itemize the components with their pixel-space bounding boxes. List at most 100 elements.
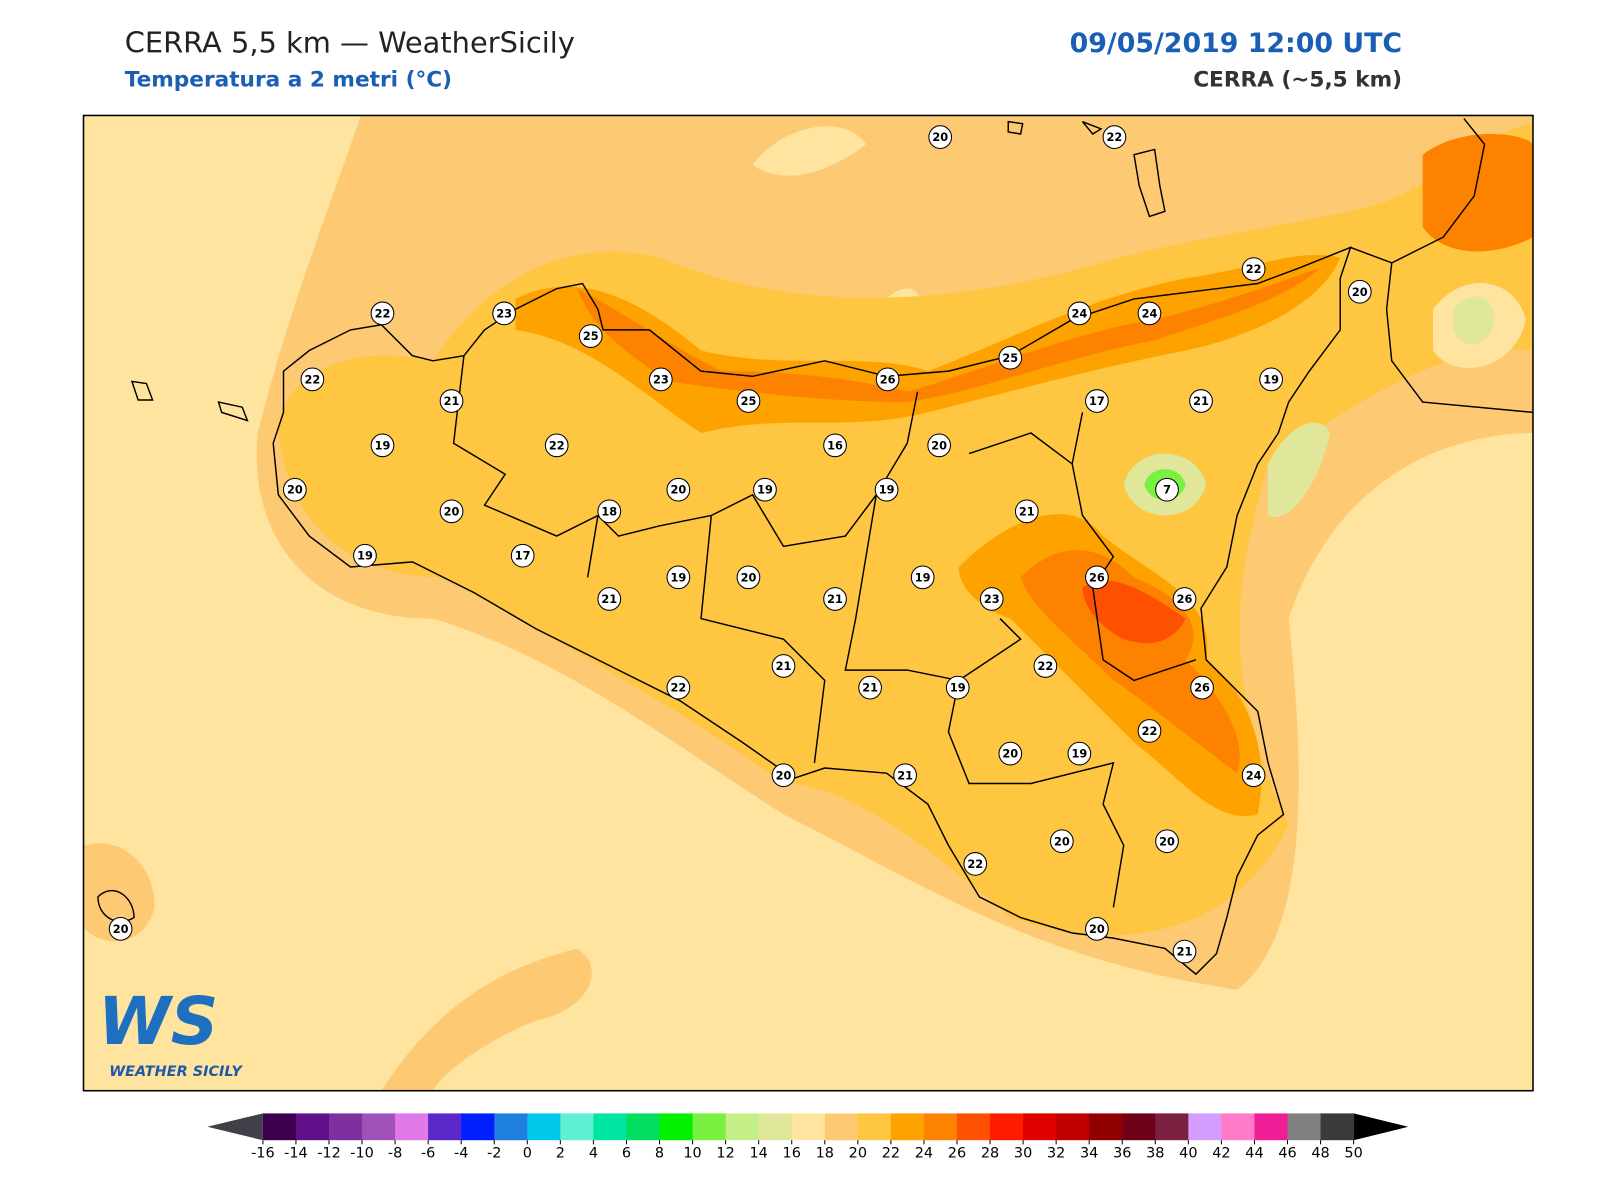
colorbar-bin bbox=[1122, 1113, 1156, 1141]
colorbar-tick-label: 16 bbox=[783, 1146, 801, 1162]
station-value: 19 bbox=[357, 549, 373, 563]
station-value: 22 bbox=[1142, 724, 1158, 738]
station-marker bbox=[510, 543, 535, 568]
colorbar-bin bbox=[890, 1113, 925, 1141]
station-marker bbox=[1190, 675, 1214, 700]
colorbar-bin bbox=[1254, 1113, 1289, 1141]
station-value: 26 bbox=[1089, 570, 1105, 584]
colorbar-tick-label: -12 bbox=[317, 1146, 341, 1162]
station-marker bbox=[1085, 917, 1109, 941]
station-value: 22 bbox=[967, 857, 983, 871]
station-marker bbox=[666, 477, 691, 502]
station-value: 20 bbox=[776, 768, 792, 782]
station-value: 22 bbox=[375, 306, 391, 320]
station-marker bbox=[874, 477, 899, 502]
station-marker bbox=[998, 345, 1023, 370]
station-value: 21 bbox=[776, 659, 792, 673]
station-marker bbox=[823, 433, 847, 458]
colorbar-bin bbox=[791, 1113, 826, 1141]
station-value: 25 bbox=[1002, 351, 1018, 365]
station-value: 19 bbox=[757, 483, 773, 497]
colorbar-tick-label: -16 bbox=[251, 1146, 275, 1162]
station-value: 19 bbox=[1263, 372, 1279, 386]
station-value: 24 bbox=[1142, 306, 1158, 320]
colorbar-over bbox=[1353, 1113, 1409, 1141]
station-marker bbox=[963, 852, 988, 876]
station-value: 22 bbox=[1246, 262, 1262, 276]
station-value: 25 bbox=[741, 394, 757, 408]
colorbar-tick-label: 10 bbox=[683, 1146, 701, 1162]
colorbar-tick-label: -14 bbox=[284, 1146, 308, 1162]
station-marker bbox=[666, 565, 691, 590]
station-value: 21 bbox=[1193, 394, 1209, 408]
station-marker bbox=[439, 389, 464, 413]
colorbar-tick-label: 26 bbox=[948, 1146, 966, 1162]
station-value: 21 bbox=[1019, 504, 1035, 518]
station-value: 22 bbox=[549, 438, 565, 452]
colorbar-tick-label: 8 bbox=[655, 1146, 664, 1162]
station-marker bbox=[1347, 279, 1372, 304]
colorbar-bin bbox=[824, 1113, 859, 1141]
station-marker bbox=[1085, 565, 1109, 590]
colorbar-tick-label: 34 bbox=[1080, 1146, 1098, 1162]
colorbar-tick-label: 46 bbox=[1278, 1146, 1296, 1162]
station-value: 20 bbox=[741, 570, 757, 584]
colorbar-bin bbox=[527, 1113, 561, 1141]
model: CERRA (~5,5 km) bbox=[1193, 67, 1402, 92]
colorbar-bin bbox=[990, 1113, 1024, 1141]
colorbar-tick-label: -10 bbox=[350, 1146, 374, 1162]
station-marker bbox=[370, 433, 395, 458]
station-marker bbox=[282, 477, 307, 502]
colorbar-tick-label: 36 bbox=[1113, 1146, 1131, 1162]
station-marker bbox=[1155, 829, 1179, 854]
station-value: 22 bbox=[1107, 130, 1123, 144]
station-marker bbox=[979, 587, 1004, 611]
station-value: 19 bbox=[375, 438, 391, 452]
colorbar-tick-label: 28 bbox=[981, 1146, 999, 1162]
station-marker bbox=[1259, 367, 1283, 392]
station-value: 21 bbox=[1177, 945, 1193, 959]
station-value: 21 bbox=[897, 768, 913, 782]
logo-mark: WS bbox=[98, 983, 218, 1060]
station-marker bbox=[1067, 301, 1092, 326]
station-value: 25 bbox=[583, 329, 599, 343]
station-marker bbox=[648, 367, 673, 392]
colorbar-bin bbox=[1089, 1113, 1123, 1141]
colorbar-bin bbox=[395, 1113, 429, 1141]
colorbar-tick-label: -2 bbox=[487, 1146, 501, 1162]
station-marker bbox=[1155, 477, 1179, 502]
station-value: 24 bbox=[1246, 768, 1262, 782]
station-value: 20 bbox=[1159, 834, 1175, 848]
colorbar-bin bbox=[923, 1113, 958, 1141]
station-marker bbox=[771, 763, 796, 788]
colorbar-bin bbox=[428, 1113, 462, 1141]
station-value: 22 bbox=[670, 681, 686, 695]
datetime: 09/05/2019 12:00 UTC bbox=[1070, 28, 1402, 59]
station-marker bbox=[753, 477, 777, 502]
station-marker bbox=[353, 543, 377, 568]
station-value: 19 bbox=[1071, 747, 1087, 761]
station-marker bbox=[771, 654, 796, 678]
station-value: 7 bbox=[1163, 483, 1171, 497]
station-marker bbox=[1014, 499, 1039, 524]
colorbar-bin bbox=[1320, 1113, 1355, 1141]
colorbar-bin bbox=[328, 1113, 363, 1141]
station-value: 20 bbox=[931, 438, 947, 452]
station-marker bbox=[823, 587, 847, 611]
colorbar-tick-label: -8 bbox=[388, 1146, 402, 1162]
subtitle: Temperatura a 2 metri (°C) bbox=[125, 67, 452, 92]
colorbar-bin bbox=[1287, 1113, 1322, 1141]
colorbar-tick-label: 24 bbox=[915, 1146, 933, 1162]
station-marker bbox=[1137, 719, 1162, 743]
colorbar-bin bbox=[626, 1113, 661, 1141]
station-marker bbox=[1172, 939, 1197, 964]
colorbar-bin bbox=[1023, 1113, 1057, 1141]
logo-name: WEATHER SICILY bbox=[109, 1064, 243, 1080]
station-value: 26 bbox=[1194, 681, 1210, 695]
colorbar-tick-label: 32 bbox=[1047, 1146, 1065, 1162]
station-marker bbox=[928, 125, 953, 149]
colorbar-under bbox=[207, 1113, 263, 1141]
station-value: 17 bbox=[515, 549, 531, 563]
colorbar-tick-label: 18 bbox=[816, 1146, 834, 1162]
